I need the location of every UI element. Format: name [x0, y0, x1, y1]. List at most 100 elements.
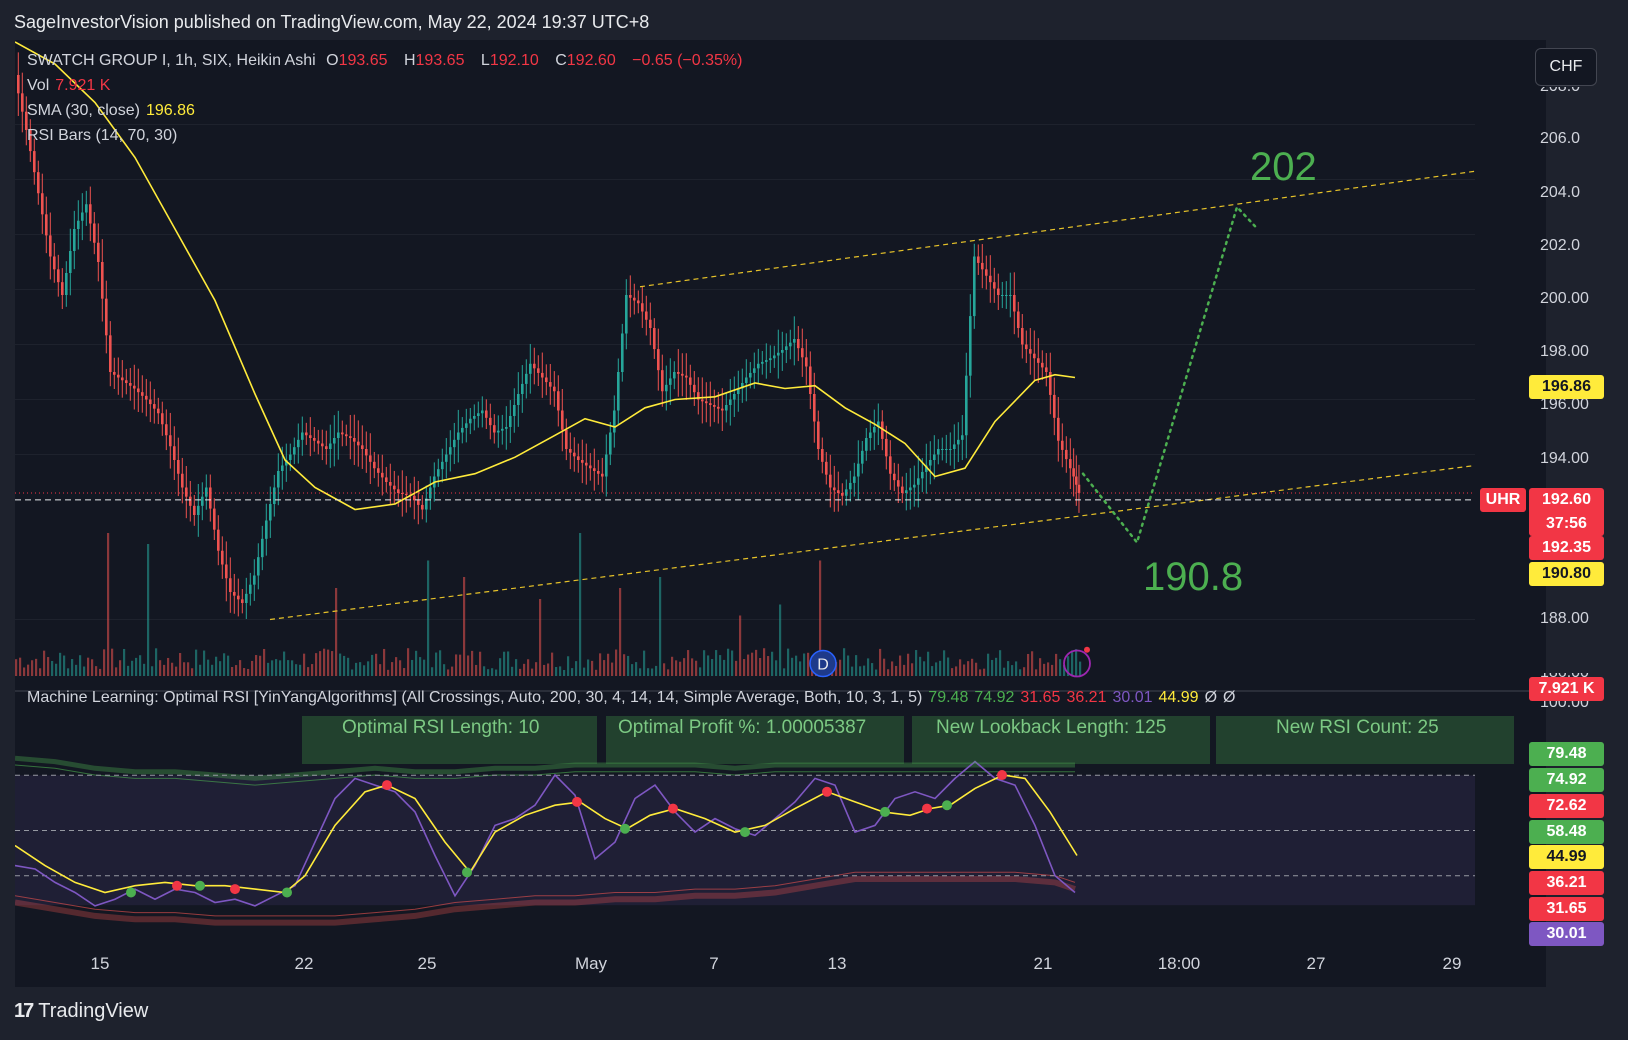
volume-bar — [611, 662, 614, 676]
grid-lines — [15, 124, 1475, 620]
candle — [153, 404, 156, 409]
volume-bar — [567, 656, 570, 676]
volume-bar — [295, 664, 298, 676]
volume-bar — [419, 657, 422, 676]
open-value: 193.65 — [338, 52, 388, 69]
support-annotation[interactable]: 190.8 — [1143, 555, 1244, 599]
volume-bar — [739, 615, 742, 676]
candle — [861, 450, 864, 464]
currency-button[interactable]: CHF — [1535, 48, 1597, 86]
candle — [1013, 295, 1016, 312]
candle — [925, 465, 928, 472]
volume-bar — [427, 560, 430, 676]
candle — [333, 438, 336, 444]
tradingview-logo[interactable]: 17 TradingView — [14, 1000, 148, 1023]
candle — [857, 463, 860, 477]
candle — [773, 355, 776, 359]
rsi-buy-signal — [740, 827, 750, 838]
candle — [797, 339, 800, 349]
candle — [1072, 468, 1075, 477]
candle — [17, 75, 20, 94]
volume-bar — [107, 533, 110, 676]
volume-bar — [575, 661, 578, 676]
candle — [561, 410, 564, 430]
candle — [189, 496, 192, 506]
chart-area[interactable]: D — [15, 40, 1546, 987]
candle — [57, 269, 60, 283]
candle — [425, 498, 428, 510]
candle — [537, 368, 540, 373]
volume-bar — [195, 649, 198, 676]
volume-bar — [371, 654, 374, 676]
volume-bar — [99, 668, 102, 676]
volume-bar — [751, 652, 754, 676]
volume-bar — [875, 669, 878, 676]
rsi-bars-legend: RSI Bars (14, 70, 30) — [27, 127, 183, 145]
volume-bar — [31, 660, 34, 676]
volume-bar — [619, 588, 622, 676]
symbol-label[interactable]: SWATCH GROUP I, 1h, SIX, Heikin Ashi — [27, 52, 316, 69]
candle — [789, 342, 792, 347]
candle — [593, 468, 596, 471]
volume-bar — [1051, 664, 1054, 676]
volume-label[interactable]: Vol — [27, 77, 50, 94]
sma-line — [15, 41, 1076, 511]
volume-bar — [1019, 669, 1022, 676]
candle — [781, 350, 784, 353]
volume-bar — [743, 659, 746, 676]
volume-bar — [303, 653, 306, 676]
volume-bar — [659, 577, 662, 676]
candle — [601, 473, 604, 477]
candle — [205, 487, 208, 497]
volume-bar — [175, 666, 178, 676]
candle — [241, 599, 244, 603]
sma-label[interactable]: SMA (30, close) — [27, 102, 140, 119]
candle — [449, 447, 452, 455]
candle — [485, 410, 488, 418]
candle — [641, 303, 644, 312]
candle — [505, 427, 508, 429]
candle — [825, 461, 828, 475]
volume-bar — [383, 648, 386, 676]
target-annotation[interactable]: 202 — [1250, 145, 1317, 189]
volume-bar — [63, 655, 66, 676]
candle — [905, 490, 908, 493]
volume-bar — [919, 656, 922, 676]
volume-bar — [395, 657, 398, 676]
volume-bar — [699, 667, 702, 676]
volume-bar — [451, 666, 454, 676]
volume-bar — [367, 661, 370, 676]
candle — [833, 487, 836, 491]
volume-bar — [583, 667, 586, 676]
candle — [585, 462, 588, 466]
volume-bar — [227, 655, 230, 676]
candle — [821, 449, 824, 462]
volume-bar — [775, 660, 778, 676]
rsi-indicator-label[interactable]: Machine Learning: Optimal RSI [YinYangAl… — [27, 689, 923, 706]
candle — [1005, 295, 1008, 296]
volume-bar — [1011, 665, 1014, 676]
volume-bar — [523, 663, 526, 676]
candle — [737, 388, 740, 394]
rsi-buy-signal — [880, 806, 890, 817]
volume-bar — [967, 661, 970, 676]
rsi-legend-v4: 36.21 — [1066, 689, 1107, 706]
volume-bar — [527, 659, 530, 676]
candle — [293, 447, 296, 455]
volume-bar — [879, 648, 882, 676]
candle — [1017, 311, 1020, 328]
rsi-level-badge: 36.21 — [1529, 871, 1604, 895]
candle — [41, 193, 44, 215]
volume-bar — [467, 655, 470, 676]
candle — [865, 438, 868, 451]
candle — [1061, 440, 1064, 450]
price-tick: 204.0 — [1540, 184, 1581, 201]
candle — [765, 360, 768, 362]
rsi-bars-label[interactable]: RSI Bars (14, 70, 30) — [27, 127, 178, 144]
candle — [161, 413, 164, 425]
candle — [777, 352, 780, 356]
volume-bar — [379, 664, 382, 676]
candle — [353, 438, 356, 442]
candle — [729, 399, 732, 405]
candle — [565, 429, 568, 449]
